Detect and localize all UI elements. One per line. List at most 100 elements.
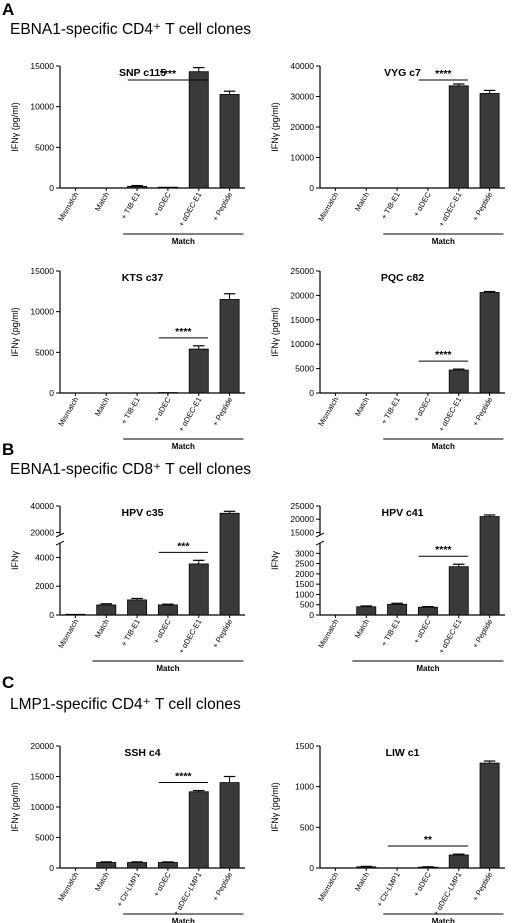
bar	[157, 862, 178, 869]
x-tick-label: + αDEC	[152, 870, 173, 898]
y-tick-label: 20000	[30, 527, 54, 537]
x-tick-label: + TIB-E1	[119, 191, 142, 221]
y-tick-label: 2000	[295, 569, 314, 579]
axis-break-mark	[55, 540, 65, 546]
bar	[219, 94, 240, 189]
y-tick-label: 15000	[290, 527, 314, 537]
chart-pqc-c82: PQC c82 0 5000 10000 15000 20000 25000 IFNγ (pg…	[270, 266, 505, 451]
x-tick-label: Match	[93, 871, 111, 893]
y-tick-label: 5000	[35, 142, 54, 152]
y-tick-label: 5000	[35, 833, 54, 843]
chart-title: SSH c4	[124, 747, 160, 759]
y-tick-label: 500	[300, 822, 314, 832]
y-tick-label: 20000	[290, 514, 314, 524]
bar	[448, 854, 469, 869]
significance-label: ***	[177, 540, 190, 552]
x-tick-label: + αDEC-LMP1	[171, 871, 203, 918]
x-tick-label: + αDEC	[412, 617, 433, 645]
y-tick-label: 0	[309, 183, 314, 193]
chart-kts-c37: KTS c37 0 5000 10000 15000 IFNγ (pg/ml) Mismat…	[10, 266, 245, 451]
x-tick-label: + αDEC-E1	[177, 618, 204, 656]
section-title-a: EBNA1-specific CD4⁺ T cell clones	[10, 21, 252, 38]
x-tick-label: + αDEC-E1	[177, 396, 204, 434]
match-bracket-label: Match	[432, 442, 455, 451]
y-axis-label: IFNγ (pg/ml)	[270, 307, 280, 357]
y-tick-label: 10000	[290, 339, 314, 349]
chart-title: LIW c1	[386, 747, 420, 759]
x-tick-label: + αDEC	[412, 395, 433, 423]
x-tick-label: + αDEC-LMP1	[431, 871, 463, 918]
bar	[127, 599, 148, 616]
bar	[219, 782, 240, 869]
y-axis-label: IFNγ	[270, 551, 280, 570]
chart-title: SNP c115	[119, 67, 166, 79]
panel-letter-a: A	[2, 0, 15, 19]
panel-letter-c: C	[2, 673, 15, 692]
match-bracket-label: Match	[156, 664, 179, 673]
x-tick-label: Match	[93, 396, 111, 418]
chart-title: PQC c82	[381, 272, 424, 284]
x-tick-label: + TIB-E1	[379, 618, 402, 648]
match-bracket-label: Match	[172, 442, 195, 451]
y-tick-label: 3000	[295, 548, 314, 558]
y-tick-label: 15000	[290, 315, 314, 325]
significance-label: ****	[175, 326, 192, 338]
bar	[188, 563, 209, 616]
x-tick-label: + αDEC	[152, 617, 173, 645]
y-tick-label: 2500	[295, 559, 314, 569]
bar	[188, 348, 209, 394]
y-tick-label: 10000	[30, 307, 54, 317]
x-tick-label: Mismatch	[316, 396, 340, 428]
y-tick-label: 40000	[30, 501, 54, 511]
x-tick-label: + Peptide	[471, 190, 495, 222]
bar	[479, 292, 500, 394]
bar	[479, 93, 500, 189]
y-tick-label: 15000	[30, 61, 54, 71]
chart-snp-c115: SNP c115 0 5000 10000 15000 IFNγ (pg/ml) Misma…	[10, 61, 245, 246]
x-tick-label: Mismatch	[316, 191, 340, 223]
chart-vyg-c7: VYG c7 0 10000 20000 30000 40000 IFNγ (pg/ml) M…	[270, 61, 505, 246]
x-tick-label: Match	[353, 618, 371, 640]
bar	[356, 606, 377, 616]
match-bracket-label: Match	[172, 237, 195, 246]
x-tick-label: Match	[353, 191, 371, 213]
section-title-b: EBNA1-specific CD8⁺ T cell clones	[10, 461, 252, 478]
y-tick-label: 10000	[30, 102, 54, 112]
section-title-c: LMP1-specific CD4⁺ T cell clones	[10, 696, 241, 713]
x-tick-label: + Peptide	[471, 618, 495, 650]
bar	[157, 604, 178, 616]
y-axis-label: IFNγ (pg/ml)	[10, 782, 20, 832]
x-tick-label: Mismatch	[56, 191, 80, 223]
chart-liw-c1: LIW c1 0 500 1000 1500 IFNγ (pg/ml) Mismatch Ma…	[270, 741, 505, 923]
y-tick-label: 20000	[290, 122, 314, 132]
x-tick-label: + Peptide	[471, 396, 495, 428]
y-tick-label: 15000	[30, 266, 54, 276]
y-tick-label: 1000	[295, 782, 314, 792]
axis-break-mark	[315, 540, 325, 546]
x-tick-label: Mismatch	[316, 871, 340, 903]
bar	[219, 299, 240, 394]
x-tick-label: + TIB-E1	[379, 396, 402, 426]
y-tick-label: 25000	[290, 266, 314, 276]
match-bracket-label: Match	[172, 917, 195, 923]
match-bracket-label: Match	[432, 237, 455, 246]
x-tick-label: Mismatch	[56, 618, 80, 650]
y-tick-label: 25000	[290, 501, 314, 511]
chart-title: HPV c35	[121, 507, 163, 519]
x-tick-label: + αDEC	[152, 190, 173, 218]
x-tick-label: + Peptide	[471, 871, 495, 903]
y-tick-label: 5000	[35, 347, 54, 357]
significance-label: ****	[435, 68, 452, 80]
y-tick-label: 500	[300, 600, 314, 610]
x-tick-label: + Peptide	[211, 190, 235, 222]
x-tick-label: + TIB-E1	[119, 396, 142, 426]
y-tick-label: 20000	[290, 290, 314, 300]
y-tick-label: 1000	[295, 589, 314, 599]
bar	[127, 185, 148, 189]
x-tick-label: Match	[93, 618, 111, 640]
bar	[387, 603, 408, 616]
bar	[188, 71, 209, 189]
significance-label: **	[424, 834, 433, 846]
chart-title: VYG c7	[384, 67, 421, 79]
